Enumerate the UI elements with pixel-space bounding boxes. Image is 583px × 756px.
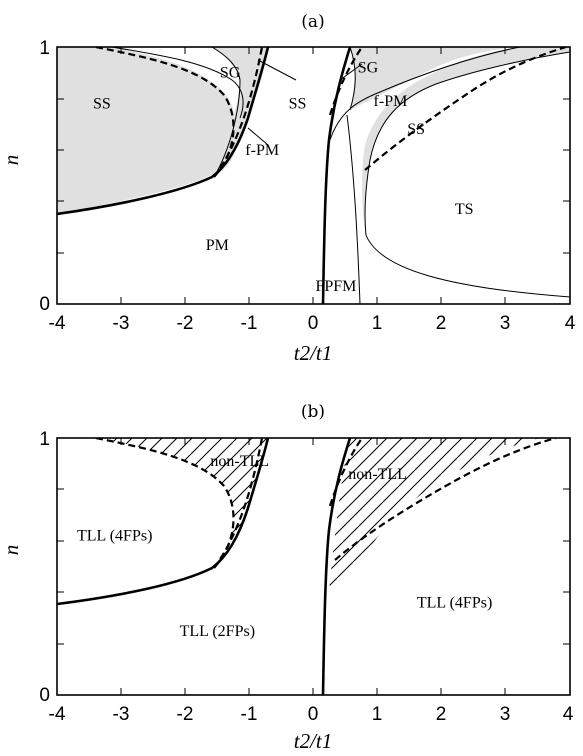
boundary-a-thin-fpm <box>329 47 521 141</box>
region-a-sg-left-fill <box>212 47 268 177</box>
xtick-label: 2 <box>436 704 447 725</box>
region-label: FPFM <box>315 278 356 295</box>
boundary-a-thin-sg-right <box>349 47 356 111</box>
axes-frame-b <box>56 437 571 696</box>
xtick-label: 4 <box>563 704 574 725</box>
region-label: f-PM <box>374 93 408 110</box>
xtick-label: 2 <box>436 313 447 334</box>
panel-b-label: (b) <box>301 402 325 422</box>
x-axis-label-b: t2/t1 <box>294 729 333 753</box>
region-b-non-tll-right-hatch <box>329 438 540 592</box>
boundary-a-right-dashed-inner <box>328 47 363 116</box>
boundary-a-thin-ts <box>364 51 570 298</box>
region-label: non-TLL <box>210 453 269 470</box>
region-label: TLL (2FPs) <box>180 623 255 640</box>
region-label: TLL (4FPs) <box>417 594 492 611</box>
xtick-label: -4 <box>49 313 66 334</box>
xtick-label: 0 <box>308 313 319 334</box>
region-label: SS <box>93 96 111 113</box>
ticks-a <box>57 47 570 304</box>
ticks-b <box>57 438 570 695</box>
y-axis-label-b: n <box>0 545 23 556</box>
ytick-label: 0 <box>39 685 50 706</box>
boundary-b-center-thick <box>321 438 352 695</box>
boundary-a-left-dashed-outer <box>95 47 235 178</box>
xtick-label: 1 <box>372 704 383 725</box>
boundary-a-thin-sg-left <box>211 47 241 178</box>
region-label: SG <box>220 65 241 82</box>
region-label: SG <box>358 60 379 77</box>
region-label: f-PM <box>245 142 279 159</box>
region-labels-a: SS SG SS f-PM PM SG f-PM SS TS FPFM <box>93 60 474 295</box>
boundary-b-right-dashed-outer <box>334 438 557 561</box>
xtick-label: -3 <box>113 704 130 725</box>
leader-line-a-fpm <box>247 127 269 146</box>
region-a-sg-right-fill <box>350 47 518 110</box>
boundary-b-left-dashed-outer <box>95 438 235 569</box>
xtick-label: -2 <box>177 704 194 725</box>
panel-b-plot-area <box>57 438 557 695</box>
region-label: TS <box>455 201 474 218</box>
boundary-a-left-dashed-inner <box>213 47 264 178</box>
xtick-label: 3 <box>500 704 511 725</box>
xtick-label: -3 <box>113 313 130 334</box>
xtick-label: -4 <box>49 704 66 725</box>
y-axis-label-a: n <box>0 155 23 166</box>
region-label: SS <box>407 121 425 138</box>
leader-line-a-ss-sg <box>257 59 297 81</box>
ytick-label: 1 <box>39 38 50 59</box>
region-b-non-tll-left-hatch <box>96 438 268 568</box>
boundary-a-center-thick <box>321 47 352 304</box>
boundary-a-left-thick <box>57 47 270 216</box>
region-label: TLL (4FPs) <box>77 528 152 545</box>
region-a-ss-left-fill <box>57 47 236 214</box>
xtick-labels-a: -4 -3 -2 -1 0 1 2 3 4 <box>49 313 576 334</box>
xtick-label: 3 <box>500 313 511 334</box>
xtick-label: 4 <box>565 313 576 334</box>
xtick-label: -1 <box>241 704 258 725</box>
xtick-label: -2 <box>177 313 194 334</box>
leader-line-a-ss-sg-right <box>339 63 363 81</box>
region-label: SS <box>289 96 307 113</box>
boundary-b-right-dashed-inner <box>328 438 363 507</box>
ytick-label: 1 <box>39 429 50 450</box>
panel-a-label: (a) <box>301 12 324 32</box>
boundary-a-thin-top-left <box>111 47 244 119</box>
region-label: PM <box>206 237 229 254</box>
region-label: non-TLL <box>348 466 407 483</box>
xtick-label: 1 <box>372 313 383 334</box>
panel-b: (b) <box>0 402 574 753</box>
panel-a: (a) <box>0 12 576 365</box>
panel-a-plot-area <box>57 47 570 304</box>
region-a-ss-right-fill <box>361 47 570 233</box>
x-axis-label-a: t2/t1 <box>294 341 333 365</box>
boundary-b-left-dashed-inner <box>213 438 264 569</box>
region-labels-b: non-TLL TLL (4FPs) TLL (2FPs) non-TLL TLL (4… <box>77 453 492 640</box>
xtick-labels-b: -4 -3 -2 -1 0 1 2 3 4 <box>49 704 574 725</box>
xtick-label: 0 <box>308 704 319 725</box>
xtick-label: -1 <box>241 313 258 334</box>
ytick-label: 0 <box>39 294 50 315</box>
boundary-a-thin-fpfm <box>346 114 361 304</box>
